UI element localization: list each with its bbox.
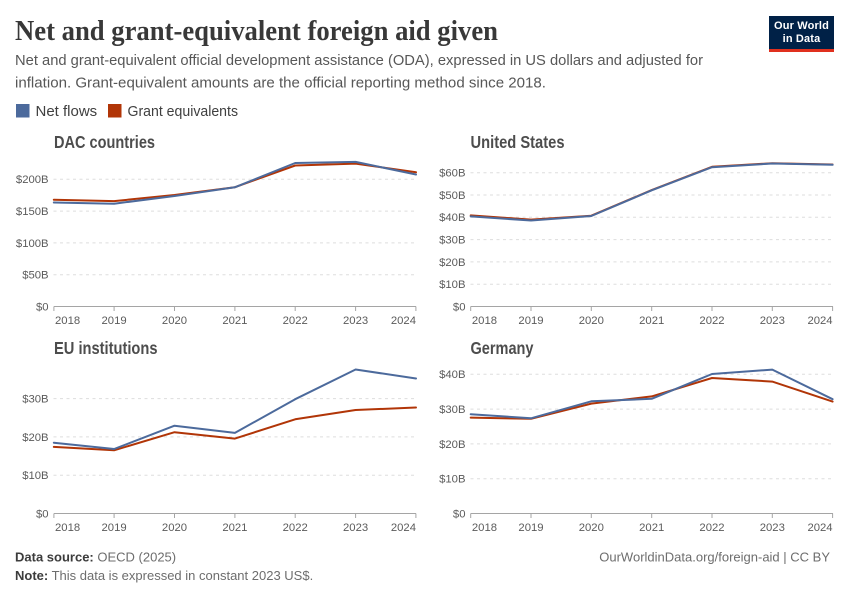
svg-text:2021: 2021 [222, 315, 247, 327]
svg-text:$0: $0 [36, 508, 49, 520]
svg-text:$40B: $40B [439, 369, 465, 381]
svg-text:$200B: $200B [16, 174, 49, 186]
svg-text:2019: 2019 [102, 315, 127, 327]
svg-text:2020: 2020 [579, 522, 604, 534]
svg-text:Note: This data is expressed i: Note: This data is expressed in constant… [15, 568, 313, 583]
svg-text:2019: 2019 [518, 522, 543, 534]
svg-text:$20B: $20B [439, 439, 465, 451]
svg-text:2021: 2021 [639, 315, 664, 327]
svg-text:$0: $0 [453, 508, 466, 520]
svg-text:2022: 2022 [283, 315, 308, 327]
svg-text:$30B: $30B [439, 404, 465, 416]
svg-text:EU institutions: EU institutions [54, 338, 158, 358]
svg-text:Net and grant-equivalent forei: Net and grant-equivalent foreign aid giv… [15, 15, 498, 47]
svg-text:$0: $0 [453, 301, 466, 313]
svg-text:2019: 2019 [518, 315, 543, 327]
svg-text:United States: United States [471, 132, 565, 152]
svg-text:2023: 2023 [343, 522, 368, 534]
svg-text:2021: 2021 [639, 522, 664, 534]
svg-text:$60B: $60B [439, 168, 465, 180]
svg-text:2020: 2020 [162, 315, 187, 327]
svg-text:2024: 2024 [391, 522, 416, 534]
svg-text:2018: 2018 [472, 315, 497, 327]
svg-text:Net and grant-equivalent offic: Net and grant-equivalent official develo… [15, 52, 703, 69]
svg-text:2020: 2020 [579, 315, 604, 327]
svg-text:2021: 2021 [222, 522, 247, 534]
svg-text:2023: 2023 [760, 315, 785, 327]
svg-text:Net flows: Net flows [36, 103, 98, 120]
svg-text:$30B: $30B [439, 235, 465, 247]
svg-text:2019: 2019 [102, 522, 127, 534]
svg-text:2024: 2024 [807, 315, 832, 327]
svg-text:2022: 2022 [699, 522, 724, 534]
svg-text:$150B: $150B [16, 206, 49, 218]
svg-text:$20B: $20B [439, 257, 465, 269]
svg-text:DAC countries: DAC countries [54, 132, 155, 152]
svg-text:$0: $0 [36, 301, 49, 313]
svg-text:$10B: $10B [22, 470, 48, 482]
svg-text:$10B: $10B [439, 474, 465, 486]
svg-text:$40B: $40B [439, 212, 465, 224]
svg-text:2022: 2022 [699, 315, 724, 327]
svg-text:2018: 2018 [55, 522, 80, 534]
svg-text:Data source: OECD (2025): Data source: OECD (2025) [15, 550, 176, 565]
svg-text:Grant equivalents: Grant equivalents [128, 103, 239, 120]
svg-text:2023: 2023 [760, 522, 785, 534]
svg-text:$20B: $20B [22, 432, 48, 444]
svg-text:2024: 2024 [391, 315, 416, 327]
svg-text:2018: 2018 [472, 522, 497, 534]
svg-text:2018: 2018 [55, 315, 80, 327]
svg-text:Germany: Germany [471, 338, 534, 358]
svg-text:2020: 2020 [162, 522, 187, 534]
svg-text:$50B: $50B [439, 190, 465, 202]
svg-text:2023: 2023 [343, 315, 368, 327]
svg-text:2024: 2024 [807, 522, 832, 534]
svg-text:$100B: $100B [16, 238, 49, 250]
svg-text:2022: 2022 [283, 522, 308, 534]
svg-text:$30B: $30B [22, 394, 48, 406]
svg-text:inflation. Grant-equivalent am: inflation. Grant-equivalent amounts are … [15, 74, 546, 91]
svg-text:OurWorldinData.org/foreign-aid: OurWorldinData.org/foreign-aid | CC BY [599, 550, 830, 565]
svg-text:$10B: $10B [439, 279, 465, 291]
svg-text:$50B: $50B [22, 270, 48, 282]
